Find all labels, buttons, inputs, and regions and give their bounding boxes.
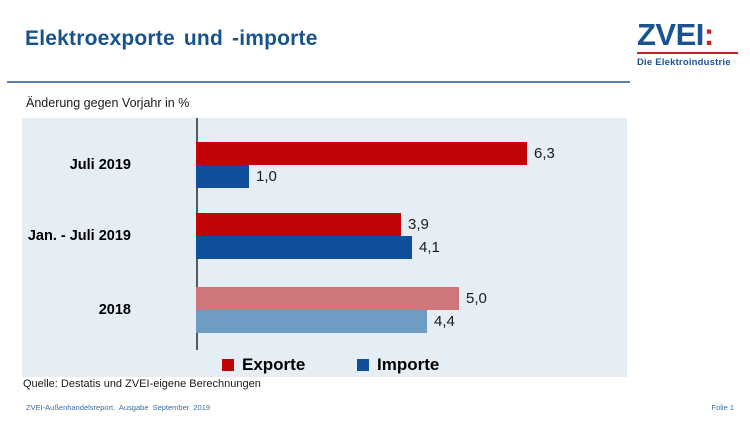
bar-importe-jan-juli-2019 (196, 236, 412, 259)
category-label-jan-juli-2019: Jan. - Juli 2019 (27, 228, 131, 244)
legend-label-exporte: Exporte (242, 354, 306, 374)
bar-exporte-2018 (196, 287, 459, 310)
bar-value-exporte-2018: 5,0 (466, 290, 487, 307)
bar-chart: Juli 2019 6,3 1,0 Jan. - Juli 2019 3,9 4,1 201… (22, 118, 627, 377)
zvei-logo-wordmark: ZVEI: (637, 19, 738, 50)
title-separator (7, 81, 630, 83)
legend-label-importe: Importe (377, 354, 440, 374)
page-title: Elektroexporte und -importe (25, 27, 318, 50)
logo-brand-text: ZVEI (637, 17, 704, 52)
bar-value-importe-2018: 4,4 (434, 313, 455, 330)
bar-exporte-jan-juli-2019 (196, 213, 401, 236)
chart-subtitle: Änderung gegen Vorjahr in % (26, 96, 190, 110)
legend-swatch-importe (357, 358, 369, 371)
bar-exporte-juli-2019 (196, 142, 527, 165)
legend-swatch-exporte (222, 358, 234, 371)
bar-importe-juli-2019 (196, 165, 249, 188)
logo-red-rule (637, 52, 738, 54)
footer-slide-number: Folie 1 (711, 403, 734, 412)
bar-value-exporte-juli-2019: 6,3 (534, 145, 555, 162)
bar-value-importe-jan-juli-2019: 4,1 (419, 239, 440, 256)
legend-item-exporte: Exporte (222, 354, 305, 375)
bar-value-exporte-jan-juli-2019: 3,9 (408, 216, 429, 233)
source-note: Quelle: Destatis und ZVEI-eigene Berechn… (23, 378, 261, 390)
zvei-logo: ZVEI: Die Elektroindustrie (637, 19, 738, 68)
bar-value-importe-juli-2019: 1,0 (256, 168, 277, 185)
category-label-juli-2019: Juli 2019 (69, 157, 131, 173)
logo-tagline: Die Elektroindustrie (637, 57, 731, 68)
bar-importe-2018 (196, 310, 427, 333)
footer-report-name: ZVEI-Außenhandelsreport. Ausgabe Septemb… (26, 403, 211, 412)
legend-item-importe: Importe (357, 354, 439, 375)
category-label-2018: 2018 (98, 302, 131, 318)
logo-colon: : (703, 17, 714, 52)
